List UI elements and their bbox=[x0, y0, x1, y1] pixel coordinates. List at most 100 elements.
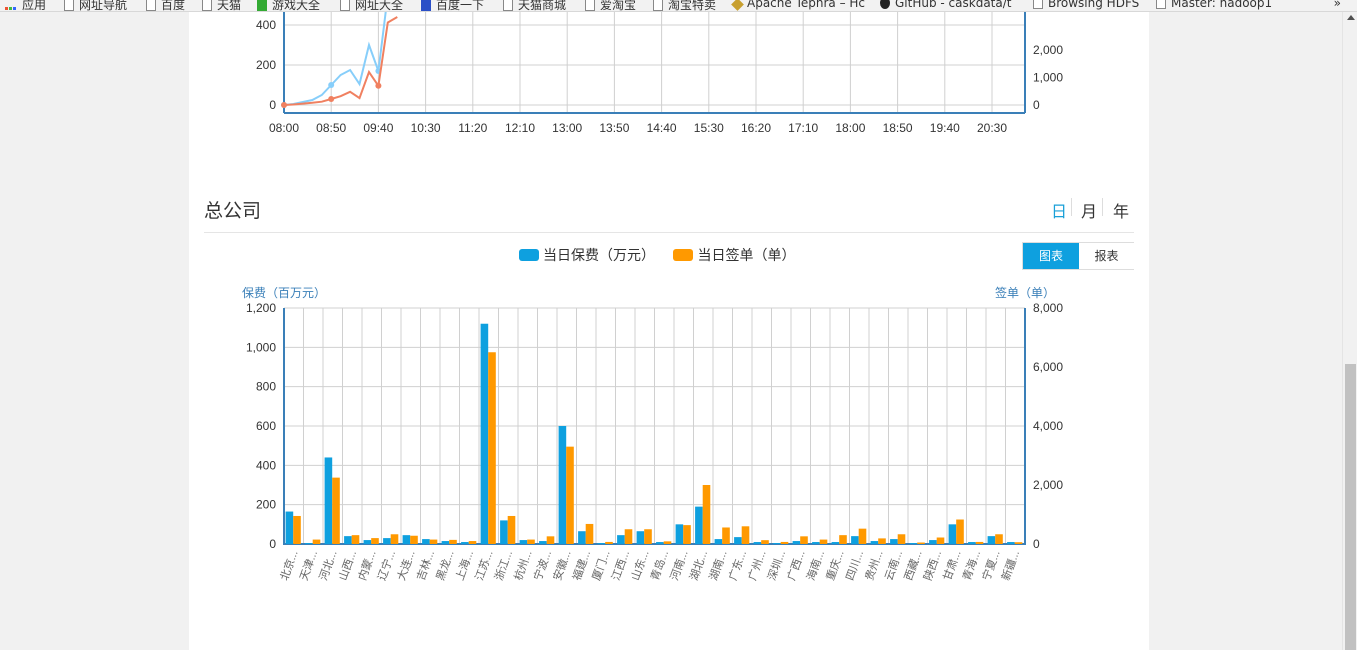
bookmark-item[interactable]: 天猫商城 bbox=[503, 0, 566, 11]
y-tick-label: 400 bbox=[256, 458, 276, 472]
y-tick-label: 600 bbox=[256, 419, 276, 433]
x-tick-label: 11:20 bbox=[458, 121, 487, 135]
y-tick-label: 400 bbox=[256, 18, 276, 32]
y-tick-label: 1,000 bbox=[246, 340, 276, 354]
scroll-thumb[interactable] bbox=[1345, 364, 1356, 650]
x-tick-label: 13:50 bbox=[599, 121, 629, 135]
page-icon bbox=[1033, 0, 1043, 9]
bar-premium bbox=[812, 542, 820, 544]
bookmarks-bar: 应用 网址导航 百度 天猫 游戏大全 网址大全 百度一下 天猫商城 爱淘宝 淘宝… bbox=[0, 0, 1357, 12]
period-year-tab[interactable]: 年 bbox=[1113, 202, 1130, 221]
legend-swatch-blue bbox=[519, 249, 539, 261]
x-tick-label: 深圳... bbox=[765, 549, 788, 583]
period-month-tab[interactable]: 月 bbox=[1081, 202, 1098, 221]
bar-premium bbox=[617, 535, 625, 544]
y2-tick-label: 2,000 bbox=[1033, 478, 1063, 492]
x-tick-label: 云南... bbox=[882, 549, 905, 583]
bar-policies bbox=[429, 539, 438, 544]
bookmark-item[interactable]: 网址导航 bbox=[64, 0, 127, 11]
legend-item-premium[interactable]: 当日保费（万元） bbox=[519, 245, 655, 265]
x-tick-label: 江西... bbox=[609, 549, 632, 583]
bar-policies bbox=[995, 534, 1003, 544]
bar-premium bbox=[383, 538, 391, 544]
x-tick-label: 广东... bbox=[726, 549, 749, 583]
table-view-button[interactable]: 报表 bbox=[1079, 243, 1134, 269]
bar-premium bbox=[441, 541, 450, 544]
bar-policies bbox=[741, 526, 750, 544]
bookmark-item[interactable]: 网址大全 bbox=[340, 0, 403, 11]
legend-item-policies[interactable]: 当日签单（单） bbox=[673, 245, 795, 265]
bar-premium bbox=[890, 539, 898, 544]
bar-premium bbox=[324, 457, 333, 544]
period-day-tab[interactable]: 日 bbox=[1051, 202, 1068, 221]
y2-tick-label: 6,000 bbox=[1033, 360, 1063, 374]
x-tick-label: 浙江... bbox=[492, 549, 515, 583]
chart-legend: 当日保费（万元） 当日签单（单） bbox=[519, 245, 809, 265]
bar-premium bbox=[714, 539, 723, 544]
bookmark-item[interactable]: 百度一下 bbox=[421, 0, 484, 11]
page-margin-right bbox=[1149, 12, 1342, 650]
bar-policies bbox=[566, 446, 574, 544]
bar-policies bbox=[390, 534, 399, 544]
page-icon bbox=[1156, 0, 1166, 9]
bookmark-apps[interactable]: 应用 bbox=[5, 0, 46, 11]
bookmarks-overflow-button[interactable]: » bbox=[1333, 0, 1341, 10]
bar-policies bbox=[897, 534, 906, 544]
bar-premium bbox=[831, 542, 840, 544]
scroll-up-arrow-icon[interactable] bbox=[1347, 15, 1355, 20]
y2-tick-label: 1,000 bbox=[1033, 71, 1063, 85]
bar-premium bbox=[968, 542, 976, 544]
content-card: 0 200 400 0 1,000 2,000 08:00 08:50 09:40 10:30 11… bbox=[189, 12, 1149, 650]
bookmark-item[interactable]: Master: hadoop1 bbox=[1156, 0, 1272, 10]
x-tick-label: 贵州... bbox=[863, 549, 886, 583]
bar-policies bbox=[644, 529, 652, 544]
bar-policies bbox=[722, 527, 730, 544]
x-tick-label: 湖南... bbox=[707, 549, 730, 583]
bar-premium bbox=[870, 541, 879, 544]
bookmark-item[interactable]: 天猫 bbox=[202, 0, 241, 11]
y-tick-label: 0 bbox=[269, 537, 276, 551]
data-point bbox=[328, 95, 335, 102]
bar-policies bbox=[605, 541, 613, 544]
bar-policies bbox=[917, 542, 925, 544]
bookmark-item[interactable]: 爱淘宝 bbox=[585, 0, 636, 11]
x-tick-label: 天津... bbox=[297, 549, 320, 583]
bar-policies bbox=[527, 539, 535, 544]
bar-premium bbox=[948, 524, 957, 544]
y2-tick-label: 8,000 bbox=[1033, 301, 1063, 315]
bar-policies bbox=[332, 477, 340, 544]
bar-policies bbox=[878, 538, 886, 544]
bar-policies bbox=[546, 536, 555, 544]
page-icon bbox=[146, 0, 156, 11]
x-tick-label: 15:30 bbox=[694, 121, 724, 135]
vertical-scrollbar[interactable] bbox=[1342, 12, 1357, 650]
bar-policies bbox=[663, 541, 672, 544]
page-icon bbox=[503, 0, 513, 11]
bar-premium bbox=[480, 323, 489, 544]
data-point bbox=[281, 102, 287, 108]
hourly-line-chart: 0 200 400 0 1,000 2,000 08:00 08:50 09:40 10:30 11… bbox=[256, 12, 1063, 135]
x-tick-label: 广西... bbox=[785, 549, 808, 583]
bookmark-item[interactable]: 游戏大全 bbox=[257, 0, 320, 11]
bar-policies bbox=[1014, 542, 1023, 544]
bar-premium bbox=[636, 531, 645, 544]
bookmark-item[interactable]: 百度 bbox=[146, 0, 185, 11]
bookmark-item[interactable]: Apache Tephra – Hc bbox=[731, 0, 865, 11]
bar-premium bbox=[578, 531, 586, 544]
x-tick-label: 14:40 bbox=[647, 121, 677, 135]
bookmark-item[interactable]: GitHub - caskdata/t bbox=[880, 0, 1011, 10]
bar-premium bbox=[792, 541, 801, 544]
y2-tick-label: 0 bbox=[1033, 98, 1040, 112]
bar-premium bbox=[1007, 542, 1015, 544]
bar-premium bbox=[285, 511, 294, 544]
chart-view-button[interactable]: 图表 bbox=[1023, 243, 1079, 269]
bookmark-item[interactable]: Browsing HDFS bbox=[1033, 0, 1139, 10]
bar-policies bbox=[858, 528, 867, 544]
x-tick-label: 山东... bbox=[629, 549, 652, 583]
bookmark-item[interactable]: 淘宝特卖 bbox=[653, 0, 716, 11]
x-tick-label: 山西... bbox=[336, 549, 359, 583]
game-icon bbox=[257, 0, 267, 11]
x-tick-label: 湖北... bbox=[687, 549, 710, 583]
left-axis-title: 保费（百万元） bbox=[242, 286, 327, 300]
legend-swatch-orange bbox=[673, 249, 694, 261]
